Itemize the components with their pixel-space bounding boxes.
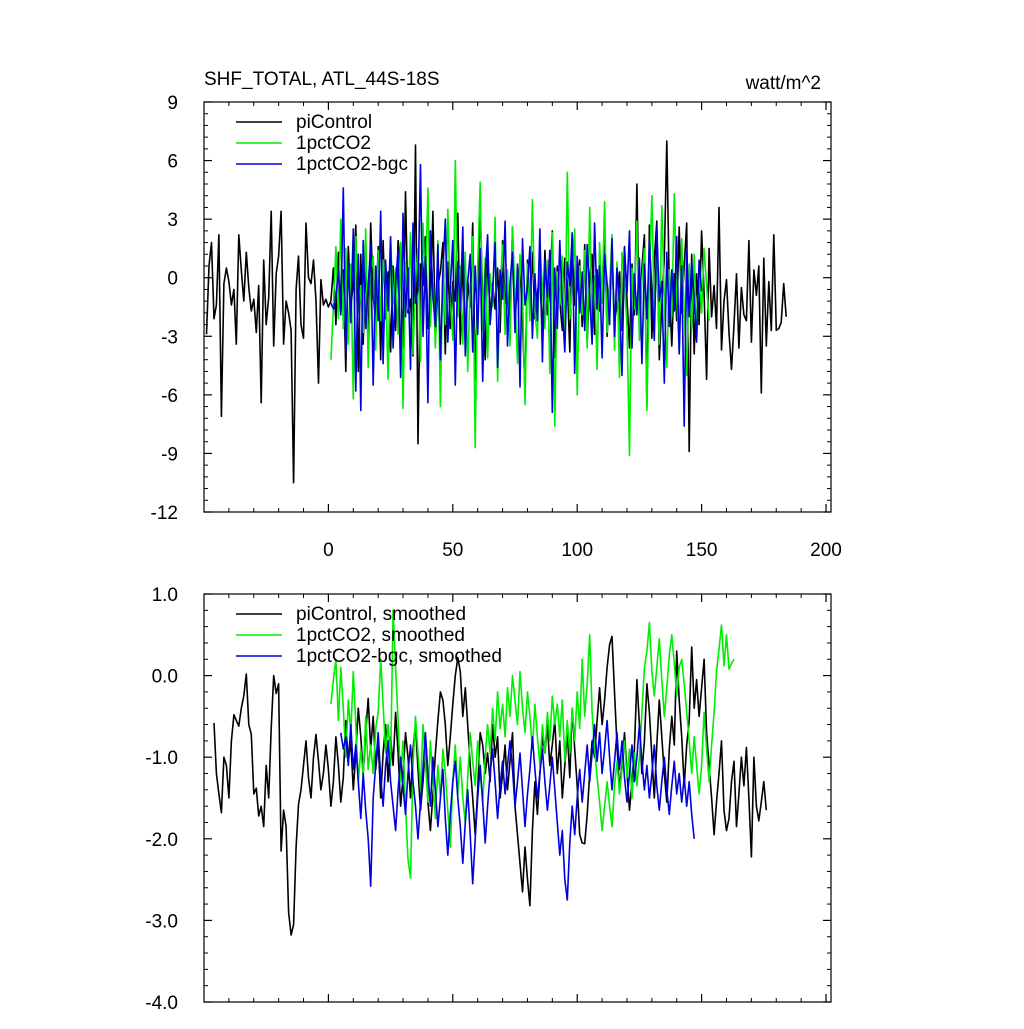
y-tick-label: 3 — [167, 210, 178, 231]
plot-frame — [203, 593, 832, 1003]
series-line-1pctco2-bgc — [330, 163, 703, 427]
legend-label: 1pctCO2-bgc — [296, 154, 408, 175]
legend-label: 1pctCO2 — [296, 133, 371, 154]
plot-frame — [203, 101, 832, 513]
panel-shf-total: 9 6 3 0 -3 -6 -9 -12 0 50 100 150 200 SHF_TOTAL, ATL_… — [151, 69, 842, 561]
legend-label: 1pctCO2-bgc, smoothed — [296, 646, 502, 667]
x-tick-label: 50 — [442, 540, 463, 561]
panel-smoothed: 1.0 0.0 -1.0 -2.0 -3.0 -4.0 piControl, smoothe… — [145, 585, 832, 1014]
y-tick-label: -9 — [161, 444, 178, 465]
y-tick-label: 0.0 — [152, 667, 178, 688]
x-tick-label: 200 — [810, 540, 842, 561]
series-line-1pctco2-bgc-smoothed — [340, 719, 695, 901]
legend-label: piControl, smoothed — [296, 604, 466, 625]
y-tick-label: 0 — [167, 269, 178, 290]
y-tick-label: -4.0 — [145, 993, 178, 1014]
y-tick-label: -6 — [161, 386, 178, 407]
series-line-1pctco2 — [330, 159, 710, 457]
y-tick-label: -12 — [151, 503, 178, 524]
y-tick-label: 6 — [167, 152, 178, 173]
units-label: watt/m^2 — [745, 73, 821, 94]
x-tick-label: 100 — [561, 540, 593, 561]
legend-label: piControl — [296, 112, 372, 133]
y-tick-label: 9 — [167, 93, 178, 114]
y-tick-label: -2.0 — [145, 830, 178, 851]
series-line-1pctco2-smoothed — [330, 609, 735, 879]
y-tick-label: -3 — [161, 327, 178, 348]
legend-label: 1pctCO2, smoothed — [296, 625, 465, 646]
x-tick-label: 0 — [323, 540, 334, 561]
y-tick-label: -3.0 — [145, 911, 178, 932]
y-tick-label: -1.0 — [145, 748, 178, 769]
chart-title: SHF_TOTAL, ATL_44S-18S — [204, 69, 440, 90]
x-tick-label: 150 — [686, 540, 718, 561]
y-tick-label: 1.0 — [152, 585, 178, 606]
